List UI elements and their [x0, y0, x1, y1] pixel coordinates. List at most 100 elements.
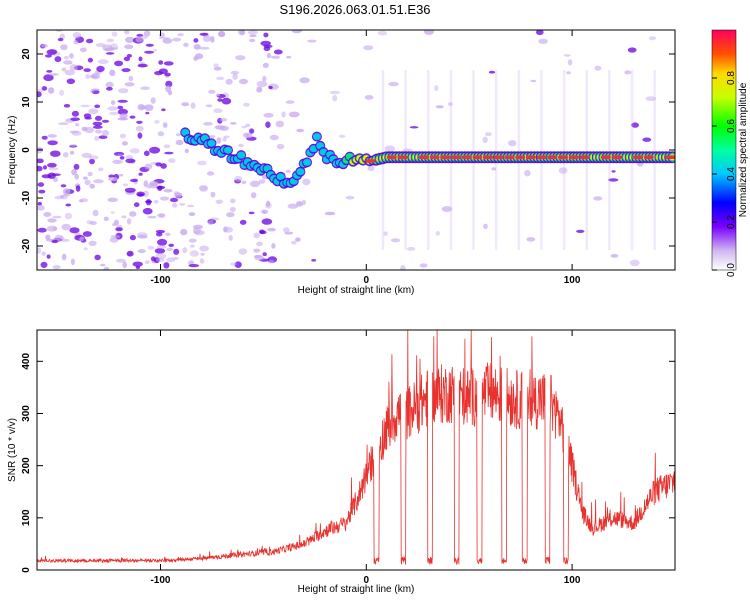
- noise-blob: [202, 35, 212, 42]
- noise-blob: [485, 132, 492, 137]
- noise-blob: [407, 247, 416, 251]
- noise-blob: [89, 183, 95, 189]
- noise-blob: [435, 105, 444, 109]
- ridge-mid: [181, 128, 190, 136]
- noise-blob: [526, 237, 536, 242]
- noise-blob: [90, 89, 95, 93]
- noise-blob: [296, 128, 305, 133]
- noise-blob: [115, 227, 123, 232]
- noise-blob: [288, 111, 300, 118]
- noise-blob: [75, 123, 80, 127]
- noise-blob: [52, 215, 62, 219]
- noise-blob: [104, 47, 115, 52]
- noise-blob: [130, 178, 138, 183]
- noise-blob: [530, 79, 537, 83]
- spectrogram-x-label: Height of straight line (km): [298, 285, 415, 296]
- noise-blob: [79, 199, 84, 203]
- noise-blob: [208, 135, 216, 138]
- ridge-core: [365, 159, 376, 163]
- noise-blob: [216, 137, 222, 144]
- noise-blob: [213, 108, 223, 113]
- noise-blob: [94, 136, 99, 141]
- noise-blob: [124, 30, 130, 35]
- noise-blob: [106, 38, 115, 43]
- noise-blob: [162, 38, 173, 44]
- noise-blob: [262, 252, 267, 257]
- noise-blob: [247, 30, 259, 35]
- noise-blob: [230, 198, 236, 204]
- noise-blob: [122, 261, 127, 269]
- noise-blob: [424, 30, 434, 35]
- noise-blob: [226, 212, 235, 218]
- noise-blob: [145, 199, 152, 206]
- noise-blob: [147, 215, 157, 219]
- noise-blob: [206, 171, 215, 176]
- noise-blob: [184, 148, 189, 154]
- noise-blob: [137, 35, 148, 40]
- noise-blob: [154, 71, 163, 76]
- noise-blob: [143, 150, 150, 157]
- noise-blob: [43, 74, 54, 82]
- y-tick-label: -20: [21, 238, 32, 253]
- noise-blob: [54, 56, 62, 63]
- snr-y-ticks: 0 100 200 300 400: [21, 353, 675, 573]
- noise-blob: [98, 135, 108, 139]
- noise-blob: [153, 257, 160, 263]
- noise-blob: [51, 239, 59, 244]
- noise-blob: [46, 254, 51, 259]
- noise-blob: [124, 36, 135, 43]
- noise-blob: [367, 165, 375, 171]
- noise-blob: [98, 167, 104, 172]
- noise-blob: [65, 203, 72, 207]
- noise-blob: [101, 119, 110, 123]
- noise-blob: [89, 74, 98, 79]
- noise-blob: [121, 68, 131, 73]
- noise-blob: [174, 192, 183, 198]
- y-tick-label: -10: [21, 190, 32, 205]
- noise-blob: [629, 259, 640, 267]
- noise-blob: [307, 39, 317, 43]
- noise-blob: [190, 102, 196, 109]
- noise-blob: [129, 234, 136, 241]
- snr-series-line: [37, 330, 675, 565]
- noise-blob: [256, 241, 263, 247]
- noise-blob: [216, 76, 225, 81]
- ridge-core: [558, 155, 568, 159]
- noise-blob: [80, 47, 87, 53]
- noise-blob: [41, 174, 52, 179]
- noise-blob: [262, 75, 267, 82]
- noise-blob: [332, 95, 338, 102]
- noise-blob: [262, 62, 269, 68]
- noise-blob: [281, 111, 286, 118]
- noise-blob: [62, 152, 69, 158]
- noise-blob: [193, 38, 199, 43]
- noise-blob: [129, 115, 136, 119]
- ridge-mid: [237, 151, 246, 159]
- noise-blob: [147, 245, 155, 250]
- noise-blob: [123, 56, 130, 62]
- noise-blob: [50, 150, 61, 157]
- x-tick-label: 100: [564, 275, 581, 286]
- noise-blob: [253, 232, 260, 239]
- noise-blob: [64, 69, 76, 76]
- noise-blob: [256, 80, 268, 88]
- noise-blob: [157, 185, 163, 191]
- noise-blob: [140, 86, 150, 90]
- noise-blob: [563, 54, 571, 57]
- noise-blob: [71, 110, 79, 117]
- x-tick-label: 100: [564, 575, 581, 586]
- noise-blob: [88, 108, 99, 115]
- noise-blob: [112, 159, 123, 164]
- noise-blob: [137, 132, 143, 139]
- y-tick-label: 400: [21, 353, 32, 370]
- ridge-mid: [296, 168, 305, 176]
- snr-background: [37, 330, 675, 570]
- noise-blob: [93, 125, 103, 129]
- noise-blob: [60, 238, 70, 242]
- noise-blob: [126, 218, 132, 225]
- ridge-mid: [312, 133, 321, 141]
- ridge-core: [386, 155, 397, 159]
- ridge-core: [665, 155, 675, 159]
- noise-blob: [181, 102, 190, 107]
- ridge-core: [547, 155, 558, 159]
